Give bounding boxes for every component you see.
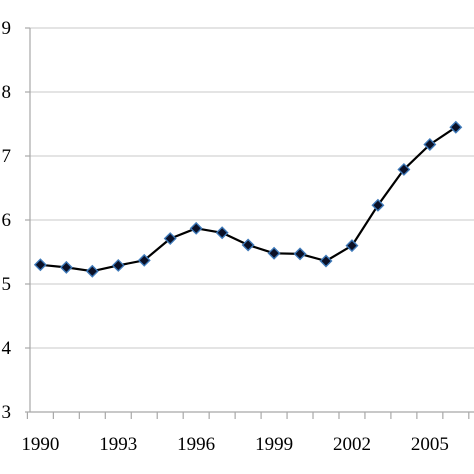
data-point-2002 — [345, 239, 359, 253]
data-point-1999 — [267, 246, 281, 260]
data-point-2005 — [423, 137, 437, 151]
data-point-1997 — [215, 226, 229, 240]
y-tick-label: 3 — [2, 402, 12, 423]
gridlines — [30, 27, 474, 349]
data-point-1991 — [59, 260, 73, 274]
data-point-1994 — [137, 253, 151, 267]
x-tick-label: 1999 — [255, 434, 293, 455]
x-tick-label: 1993 — [99, 434, 137, 455]
x-tick-label: 2005 — [411, 434, 449, 455]
data-point-1992 — [85, 264, 99, 278]
data-point-1998 — [241, 238, 255, 252]
x-tick-label: 1990 — [21, 434, 59, 455]
y-tick-label: 9 — [2, 18, 12, 39]
data-point-2003 — [371, 198, 385, 212]
y-tick-label: 7 — [2, 146, 12, 167]
y-tick-label: 5 — [2, 274, 12, 295]
y-tick-label: 8 — [2, 82, 12, 103]
y-tick-label: 6 — [2, 210, 12, 231]
x-tick-label: 1996 — [177, 434, 215, 455]
data-point-1996 — [189, 221, 203, 235]
data-point-2004 — [397, 162, 411, 176]
data-point-1990 — [33, 258, 47, 272]
tick-labels: 3 4 5 6 7 8 9 1990 1993 1996 1999 2002 2005 — [2, 18, 449, 455]
y-tick-label: 4 — [2, 338, 12, 359]
data-point-2000 — [293, 247, 307, 261]
data-points — [33, 120, 463, 278]
tick-marks — [25, 27, 470, 419]
data-point-2001 — [319, 254, 333, 268]
data-point-2006 — [449, 120, 463, 134]
data-point-1993 — [111, 258, 125, 272]
data-point-1995 — [163, 232, 177, 246]
x-tick-label: 2002 — [333, 434, 371, 455]
